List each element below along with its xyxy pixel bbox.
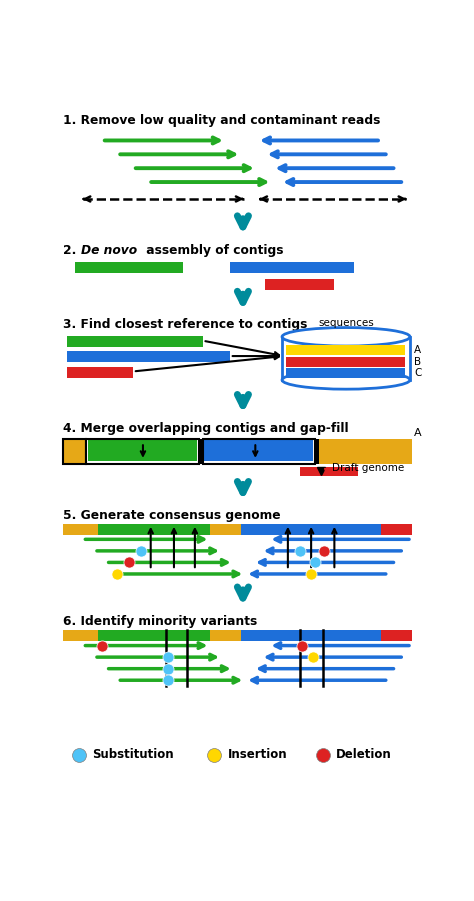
Bar bbox=[63, 439, 412, 464]
Text: 6. Identify minority variants: 6. Identify minority variants bbox=[63, 614, 257, 628]
Bar bbox=[241, 523, 381, 534]
Bar bbox=[381, 523, 412, 534]
Text: Draft genome: Draft genome bbox=[332, 463, 404, 474]
Bar bbox=[285, 357, 405, 367]
Bar bbox=[381, 630, 412, 641]
Bar bbox=[63, 630, 98, 641]
Bar bbox=[67, 351, 230, 362]
Bar bbox=[315, 439, 319, 464]
Text: 1. Remove low quality and contaminant reads: 1. Remove low quality and contaminant re… bbox=[63, 114, 381, 127]
Bar bbox=[283, 337, 410, 380]
Bar bbox=[300, 467, 357, 477]
Text: Deletion: Deletion bbox=[336, 749, 392, 761]
Text: Substitution: Substitution bbox=[92, 749, 173, 761]
Bar bbox=[98, 630, 210, 641]
Bar bbox=[210, 523, 241, 534]
Bar bbox=[230, 262, 354, 273]
Bar bbox=[86, 439, 199, 464]
Bar bbox=[67, 336, 202, 347]
Bar bbox=[63, 523, 98, 534]
Bar bbox=[86, 439, 199, 464]
Text: Insertion: Insertion bbox=[228, 749, 287, 761]
Bar bbox=[199, 439, 202, 464]
Bar bbox=[210, 630, 241, 641]
Text: 2.: 2. bbox=[63, 244, 81, 258]
Text: C: C bbox=[414, 369, 421, 378]
Text: assembly of contigs: assembly of contigs bbox=[142, 244, 283, 258]
Bar bbox=[285, 345, 405, 355]
Text: De novo: De novo bbox=[81, 244, 137, 258]
Bar bbox=[202, 439, 315, 464]
Bar bbox=[285, 369, 405, 378]
Text: 4. Merge overlapping contigs and gap-fill: 4. Merge overlapping contigs and gap-fil… bbox=[63, 423, 349, 435]
Bar bbox=[75, 262, 183, 273]
Text: 5. Generate consensus genome: 5. Generate consensus genome bbox=[63, 508, 281, 522]
Text: A: A bbox=[414, 345, 421, 355]
Text: 3. Find closest reference to contigs: 3. Find closest reference to contigs bbox=[63, 318, 308, 332]
Bar bbox=[63, 439, 86, 464]
Bar bbox=[202, 439, 315, 464]
Text: A: A bbox=[413, 428, 421, 438]
Ellipse shape bbox=[282, 370, 410, 389]
Bar bbox=[88, 439, 197, 460]
Ellipse shape bbox=[282, 328, 410, 346]
Bar bbox=[241, 630, 381, 641]
Bar bbox=[204, 439, 313, 460]
Bar bbox=[319, 439, 412, 464]
Bar bbox=[67, 367, 133, 378]
Text: sequences: sequences bbox=[318, 317, 374, 328]
Text: B: B bbox=[414, 357, 421, 367]
Bar bbox=[98, 523, 210, 534]
Bar bbox=[264, 279, 334, 290]
